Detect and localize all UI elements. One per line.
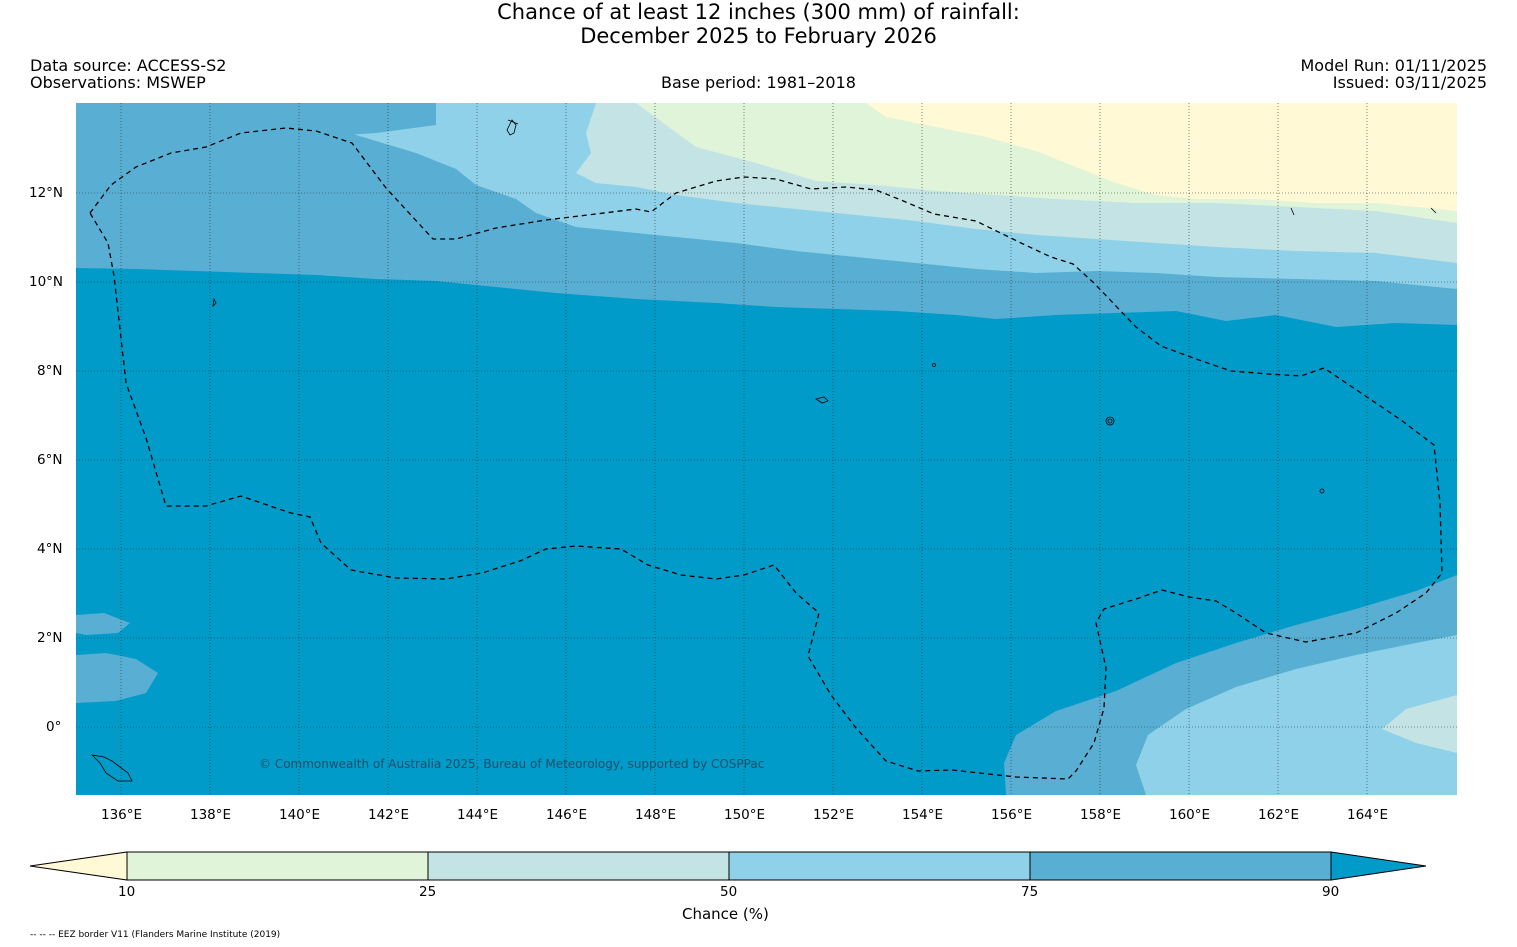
island-west [90, 754, 133, 782]
lat-label-4n: 4°N [37, 541, 63, 557]
issued-date: Issued: 03/11/2025 [1332, 73, 1487, 92]
lon-label-144e: 144°E [457, 807, 499, 823]
island-1 [212, 297, 217, 308]
lon-label-158e: 158°E [1080, 807, 1122, 823]
island-chuuk-inner [1107, 418, 1113, 424]
lat-label-2n: 2°N [37, 630, 63, 646]
colorbar-tick-50: 50 [720, 884, 738, 900]
lon-label-152e: 152°E [813, 807, 855, 823]
observations: Observations: MSWEP [30, 73, 206, 92]
eez-legend-note: -- -- -- EEZ border V11 (Flanders Marine… [30, 930, 281, 940]
model-run: Model Run: 01/11/2025 [1300, 56, 1488, 75]
colorbar-segment-10-25 [126, 851, 429, 881]
lon-label-140e: 140°E [279, 807, 321, 823]
base-period: Base period: 1981–2018 [661, 73, 856, 92]
rainfall-map [76, 103, 1457, 795]
island-chuuk [1105, 416, 1115, 426]
west-patch-1 [76, 653, 158, 703]
colorbar-tick-75: 75 [1021, 884, 1039, 900]
graticule [76, 103, 1457, 795]
lon-label-136e: 136°E [101, 807, 143, 823]
colorbar-label: Chance (%) [682, 905, 769, 923]
lon-label-148e: 148°E [635, 807, 677, 823]
colorbar [29, 851, 1427, 881]
lat-label-8n: 8°N [37, 363, 63, 379]
lon-label-156e: 156°E [991, 807, 1033, 823]
band-below-10-north [866, 103, 1457, 211]
lon-label-142e: 142°E [368, 807, 410, 823]
lat-label-6n: 6°N [37, 452, 63, 468]
eez-border [89, 127, 1443, 780]
west-patch-2 [76, 613, 130, 635]
map-title-line2: December 2025 to February 2026 [580, 24, 937, 48]
lon-label-162e: 162°E [1258, 807, 1300, 823]
lon-label-150e: 150°E [724, 807, 766, 823]
lon-label-146e: 146°E [546, 807, 588, 823]
colorbar-tick-90: 90 [1322, 884, 1340, 900]
island-6 [1290, 207, 1295, 216]
islands [90, 119, 1437, 782]
lon-label-160e: 160°E [1169, 807, 1211, 823]
colorbar-tick-10: 10 [118, 884, 136, 900]
island-2 [932, 363, 936, 367]
island-3 [815, 396, 829, 404]
map-title-line1: Chance of at least 12 inches (300 mm) of… [497, 0, 1020, 24]
lon-label-138e: 138°E [190, 807, 232, 823]
band-75-90-nw [76, 103, 436, 163]
band-25-50-south [1382, 695, 1457, 753]
copyright-credit: © Commonwealth of Australia 2025, Bureau… [259, 757, 765, 771]
island-guam [506, 119, 517, 136]
colorbar-segment-above-90 [1330, 851, 1427, 881]
lat-label-12n: 12°N [29, 185, 64, 201]
colorbar-segment-below-10 [29, 851, 128, 881]
band-50-75-south [1136, 635, 1457, 795]
data-source: Data source: ACCESS-S2 [30, 56, 227, 75]
lat-label-10n: 10°N [29, 274, 64, 290]
colorbar-segment-50-75 [728, 851, 1031, 881]
colorbar-segment-75-90 [1029, 851, 1332, 881]
island-4 [1319, 488, 1325, 494]
lon-label-154e: 154°E [902, 807, 944, 823]
island-guam-tip [507, 119, 519, 125]
colorbar-segment-25-50 [427, 851, 730, 881]
lon-label-164e: 164°E [1347, 807, 1389, 823]
island-5 [1430, 207, 1437, 214]
colorbar-tick-25: 25 [419, 884, 437, 900]
lat-label-0: 0° [46, 719, 62, 735]
